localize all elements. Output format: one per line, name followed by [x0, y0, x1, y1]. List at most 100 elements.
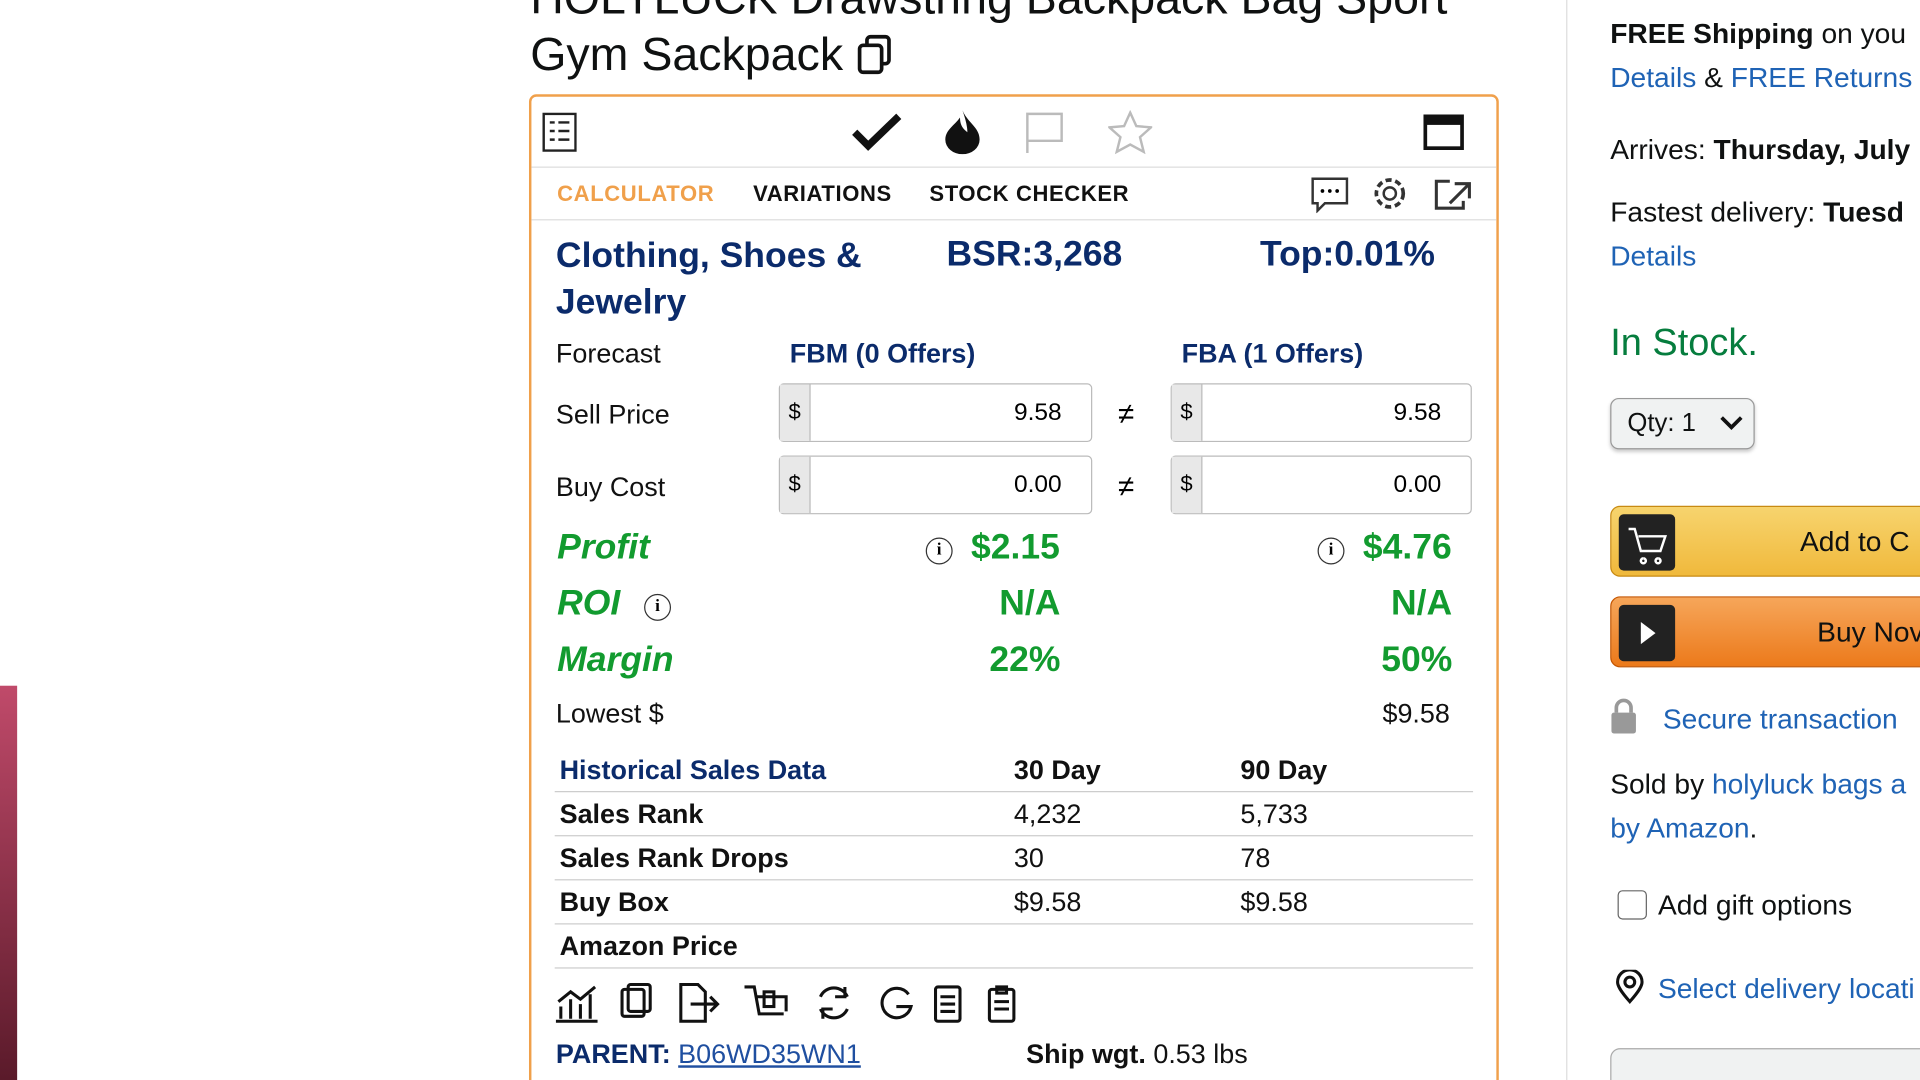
not-equal: ≠: [1117, 470, 1135, 504]
fastest: Fastest delivery: Tuesd: [1610, 196, 1904, 229]
ship-label: Ship wgt.: [1026, 1038, 1146, 1069]
product-title-line: Gym Sackpack: [530, 29, 844, 81]
text: on you: [1821, 17, 1907, 49]
delivery[interactable]: Select delivery locati: [1657, 972, 1915, 1005]
share-icon[interactable]: [1433, 176, 1475, 213]
currency: $: [780, 384, 811, 441]
tab[interactable]: VARIATIONS: [753, 181, 892, 206]
link[interactable]: Details: [1610, 240, 1697, 272]
parent-asin[interactable]: B06WD35WN1: [678, 1038, 861, 1069]
currency: $: [1171, 456, 1203, 514]
link[interactable]: Details: [1610, 61, 1697, 94]
window-icon[interactable]: [1423, 114, 1465, 151]
bsr: BSR:3,268: [946, 235, 1123, 275]
fbm-header: FBM (0 Offers): [789, 337, 976, 369]
lock-icon: [1611, 698, 1636, 734]
input[interactable]: $9.58: [1170, 383, 1472, 443]
info-icon[interactable]: i: [644, 593, 672, 621]
text: &: [1704, 61, 1723, 94]
row-line: [554, 835, 1474, 837]
history-cell: Amazon Price: [559, 930, 738, 962]
margin-fba: 50%: [1381, 640, 1453, 680]
checkbox[interactable]: [1617, 890, 1647, 920]
settings-icon[interactable]: [1370, 174, 1409, 213]
row-line: [554, 791, 1474, 793]
chevron: [1720, 416, 1743, 430]
input-value: 9.58: [1393, 399, 1442, 427]
secure[interactable]: Secure transaction: [1662, 702, 1898, 735]
qty: Qty: 1: [1627, 408, 1696, 438]
profit-fba: $4.76: [1362, 527, 1452, 567]
input[interactable]: $9.58: [778, 383, 1093, 443]
fulfilled: by Amazon.: [1610, 812, 1757, 845]
history-header: Historical Sales Data: [559, 754, 827, 785]
roi-fbm: N/A: [999, 584, 1061, 624]
shipping: FREE Shipping on you: [1610, 17, 1906, 50]
text: Fastest delivery:: [1610, 195, 1816, 228]
copy-icon[interactable]: [856, 33, 895, 77]
info-icon[interactable]: i: [925, 537, 953, 565]
qty-select[interactable]: Qty: 1: [1610, 397, 1755, 450]
row-line: [554, 879, 1474, 881]
link[interactable]: holyluck bags a: [1711, 767, 1907, 800]
text: Sold by: [1610, 767, 1705, 800]
sold-by: Sold by holyluck bags a: [1610, 768, 1906, 801]
history-header: 90 Day: [1240, 754, 1328, 785]
lowest-fba: $9.58: [1382, 697, 1450, 729]
fba-header: FBA (1 Offers): [1181, 337, 1364, 369]
input[interactable]: $0.00: [1170, 455, 1472, 515]
arrives: Arrives: Thursday, July: [1610, 133, 1910, 166]
returns: Details & FREE Returns: [1610, 61, 1912, 94]
tool-icons[interactable]: [553, 982, 1018, 1026]
image-edge: [0, 685, 18, 1080]
profit-fbm: $2.15: [971, 527, 1060, 567]
row-line: [554, 923, 1474, 925]
list-icon[interactable]: [542, 112, 577, 152]
tab[interactable]: CALCULATOR: [557, 181, 715, 206]
link[interactable]: FREE Returns: [1730, 61, 1913, 94]
in-stock: In Stock.: [1610, 320, 1758, 364]
history-cell: 30: [1013, 842, 1044, 874]
text: Thursday, July: [1713, 133, 1911, 166]
button-text: Add to C: [1800, 525, 1910, 558]
roi-label: ROI: [557, 584, 621, 624]
divider: [1566, 0, 1568, 1080]
text: Arrives:: [1610, 133, 1706, 166]
category: Clothing, Shoes & Jewelry: [555, 236, 862, 323]
label: Sell Price: [555, 399, 670, 430]
check-icon[interactable]: [851, 113, 902, 152]
ship-weight: Ship wgt. 0.53 lbs: [1026, 1038, 1248, 1070]
history-header: 30 Day: [1013, 754, 1101, 785]
label: Buy Cost: [555, 471, 666, 503]
lowest-label: Lowest $: [555, 697, 664, 729]
row-line: [554, 967, 1474, 969]
ship-value: 0.53 lbs: [1153, 1038, 1248, 1069]
star-icon[interactable]: [1108, 110, 1153, 155]
tab[interactable]: STOCK CHECKER: [929, 181, 1130, 206]
roi-fba: N/A: [1391, 584, 1453, 624]
text: Tuesd: [1823, 195, 1904, 228]
link[interactable]: by Amazon: [1610, 811, 1750, 844]
history-cell: Sales Rank Drops: [559, 842, 789, 874]
currency: $: [1171, 384, 1203, 441]
top-percent: Top:0.01%: [1260, 235, 1435, 275]
info-icon[interactable]: i: [1317, 537, 1345, 565]
add-to-list[interactable]: [1610, 1048, 1920, 1080]
input[interactable]: $0.00: [778, 455, 1093, 515]
chat-icon[interactable]: [1310, 176, 1349, 214]
buy-now[interactable]: Buy Nov: [1610, 596, 1920, 668]
fire-icon[interactable]: [943, 108, 982, 155]
add-to-cart[interactable]: Add to C: [1610, 505, 1920, 577]
gift[interactable]: Add gift options: [1657, 888, 1853, 921]
parent-label: PARENT:: [555, 1038, 671, 1069]
history-cell: Buy Box: [559, 886, 669, 918]
history-cell: Sales Rank: [559, 798, 704, 829]
text: .: [1749, 811, 1758, 844]
history-cell: 4,232: [1013, 798, 1082, 829]
not-equal: ≠: [1117, 397, 1135, 432]
margin-fbm: 22%: [989, 640, 1061, 680]
flag-icon[interactable]: [1024, 110, 1066, 154]
product-title: Gym Sackpack: [530, 29, 895, 82]
divider: [531, 166, 1497, 168]
